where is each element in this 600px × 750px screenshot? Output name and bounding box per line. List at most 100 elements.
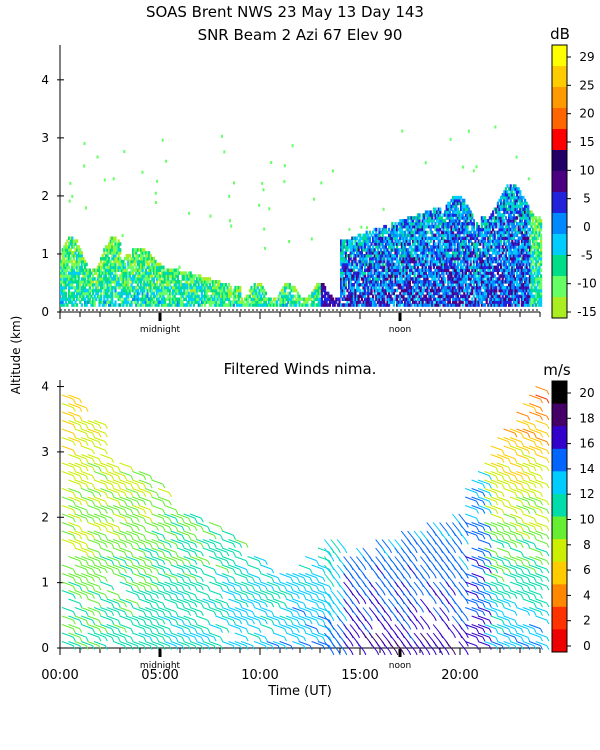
- snr-cell: [498, 297, 501, 301]
- snr-cell: [178, 283, 181, 287]
- snr-cell: [82, 280, 85, 284]
- snr-cell: [500, 236, 503, 240]
- snr-cell: [376, 297, 379, 301]
- snr-cell: [156, 300, 159, 304]
- snr-cell: [412, 277, 415, 281]
- snr-cell: [204, 280, 207, 284]
- snr-cell: [517, 204, 520, 209]
- snr-cell: [372, 262, 375, 267]
- snr-cell: [114, 262, 117, 267]
- snr-cell: [108, 248, 111, 252]
- snr-cell: [530, 274, 533, 278]
- snr-cell: [453, 245, 456, 249]
- snr-cell: [450, 233, 453, 238]
- snr-cell: [522, 300, 525, 304]
- snr-cell: [82, 262, 85, 267]
- snr-cell: [429, 236, 432, 240]
- snr-cell: [151, 291, 154, 296]
- snr-cell: [359, 262, 362, 267]
- snr-cell: [466, 262, 469, 267]
- snr-cell: [471, 242, 474, 246]
- snr-cell: [349, 288, 352, 293]
- snr-cell: [367, 248, 370, 252]
- snr-cell: [373, 271, 376, 275]
- snr-cell: [397, 251, 400, 255]
- snr-cell: [79, 256, 82, 261]
- colorbar2-unit: m/s: [543, 361, 571, 379]
- snr-cell: [442, 297, 445, 301]
- snr-cell: [471, 254, 474, 258]
- snr-cell: [429, 259, 432, 264]
- snr-cell: [207, 285, 210, 290]
- snr-cell: [303, 300, 306, 304]
- snr-cell: [516, 222, 519, 226]
- snr-cell: [447, 303, 450, 307]
- snr-cell: [399, 277, 402, 281]
- snr-cell: [533, 285, 536, 290]
- snr-cell: [381, 230, 384, 235]
- snr-cell: [186, 280, 189, 284]
- snr-cell: [172, 268, 175, 272]
- snr-cell: [84, 288, 87, 293]
- snr-cell: [362, 294, 365, 299]
- snr-cell: [432, 297, 435, 301]
- snr-cell: [132, 271, 135, 275]
- snr-cell: [95, 271, 98, 275]
- snr-cell: [386, 294, 389, 299]
- snr-cell: [344, 280, 347, 284]
- snr-cell: [421, 259, 424, 264]
- snr-cell: [535, 248, 538, 252]
- snr-cell: [493, 259, 496, 264]
- snr-cell: [437, 291, 440, 296]
- snr-cell: [437, 219, 440, 223]
- snr-cell: [519, 288, 522, 293]
- snr-cell: [487, 303, 490, 307]
- snr-cell: [389, 288, 392, 293]
- snr-cell: [440, 251, 443, 255]
- snr-cell: [183, 288, 186, 293]
- snr-cell: [445, 227, 448, 232]
- snr-cell: [319, 297, 322, 301]
- snr-cell: [184, 277, 187, 281]
- snr-cell: [71, 262, 74, 267]
- snr-cell: [136, 280, 139, 284]
- snr-cell: [284, 283, 287, 287]
- snr-cell: [453, 233, 456, 238]
- snr-cell: [373, 262, 376, 267]
- snr-cell: [426, 277, 429, 281]
- snr-cell: [79, 291, 82, 296]
- snr-cell: [480, 251, 483, 255]
- snr-cell: [408, 222, 411, 226]
- snr-cell: [501, 294, 504, 299]
- snr-cell: [407, 294, 410, 299]
- snr-cell: [133, 259, 136, 264]
- snr-cell: [120, 274, 123, 278]
- snr-cell: [285, 297, 288, 301]
- snr-cell: [514, 297, 517, 301]
- snr-cell: [325, 300, 328, 304]
- snr-cell: [508, 294, 511, 299]
- snr-cell: [64, 271, 67, 275]
- snr-cell: [404, 280, 407, 284]
- snr-cell: [402, 239, 405, 243]
- snr-cell: [215, 303, 218, 307]
- snr-cell: [424, 230, 427, 235]
- snr-cell: [432, 207, 435, 211]
- snr-cell: [528, 227, 531, 232]
- snr-cell: [485, 224, 488, 229]
- snr-cell: [477, 294, 480, 299]
- snr-cell: [410, 294, 413, 299]
- snr-cell: [482, 222, 485, 226]
- snr-cell: [88, 294, 91, 299]
- snr-cell: [476, 224, 479, 229]
- snr-cell: [501, 204, 504, 209]
- snr-cell: [517, 210, 520, 214]
- snr-cell: [528, 239, 531, 243]
- snr-cell: [423, 277, 426, 281]
- snr-cell: [383, 277, 386, 281]
- snr-cell: [224, 283, 227, 287]
- snr-cell: [520, 285, 523, 290]
- snr-cell: [447, 256, 450, 261]
- snr-cell: [213, 285, 216, 290]
- snr-cell: [448, 262, 451, 267]
